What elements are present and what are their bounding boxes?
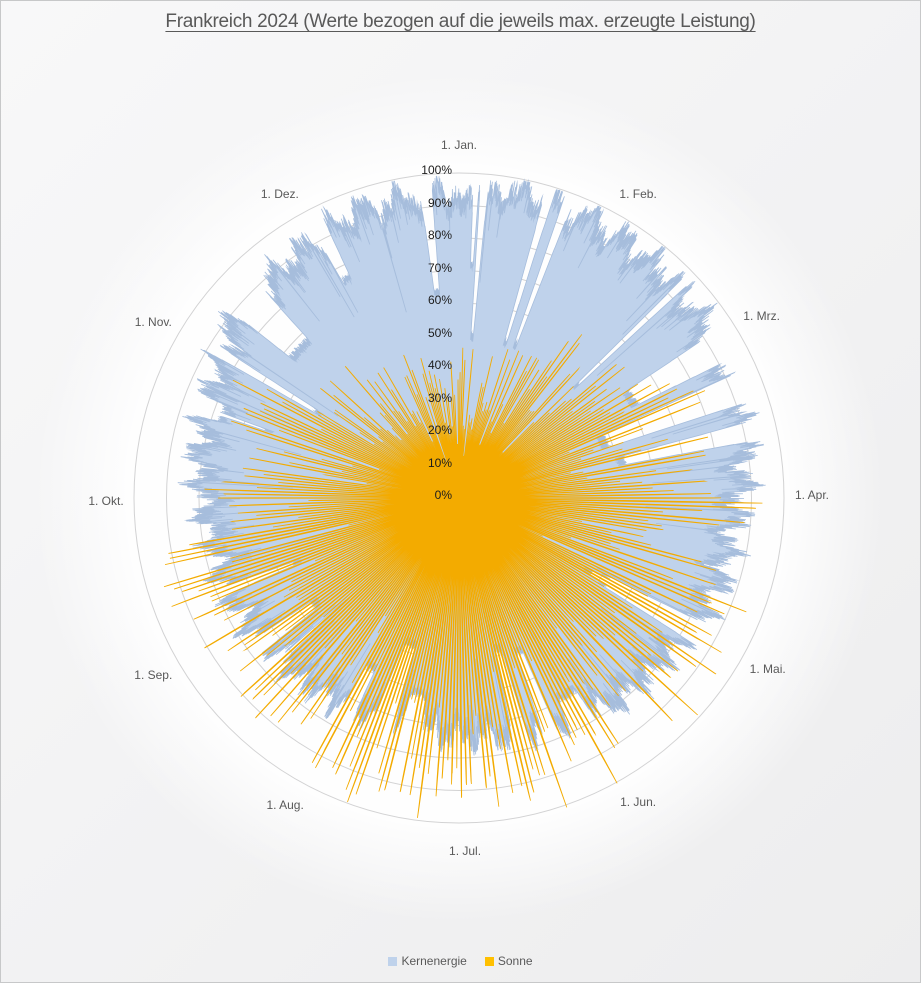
month-label: 1. Jul. <box>449 843 482 858</box>
legend-item-kernenergie: Kernenergie <box>388 954 467 968</box>
radial-axis-tick-label: 40% <box>427 358 452 372</box>
month-label: 1. Mai. <box>749 662 786 677</box>
radial-axis-tick-label: 50% <box>427 325 452 340</box>
radial-axis-tick-label: 60% <box>427 293 452 307</box>
legend-label-sonne: Sonne <box>497 954 533 968</box>
month-label: 1. Nov. <box>134 314 172 329</box>
radial-axis-tick-label: 10% <box>427 455 452 470</box>
month-label: 1. Mrz. <box>743 309 780 324</box>
month-label: 1. Apr. <box>794 487 829 502</box>
month-label: 1. Jun. <box>620 795 657 810</box>
chart-legend: Kernenergie Sonne <box>1 954 920 968</box>
kernenergie-swatch-icon <box>388 956 398 966</box>
month-label: 1. Feb. <box>619 186 657 201</box>
month-label: 1. Okt. <box>88 494 124 509</box>
month-label: 1. Aug. <box>266 798 304 813</box>
legend-label-kernenergie: Kernenergie <box>401 954 467 968</box>
radial-axis-tick-label: 100% <box>421 163 452 177</box>
radial-axis-tick-label: 0% <box>434 488 452 502</box>
sonne-swatch-icon <box>484 956 494 966</box>
month-label: 1. Sep. <box>134 667 173 682</box>
radial-axis-tick-label: 20% <box>427 423 452 437</box>
month-label: 1. Jan. <box>440 138 478 152</box>
month-label: 1. Dez. <box>260 186 299 201</box>
radial-axis-tick-label: 30% <box>427 390 452 405</box>
radial-axis-tick-label: 70% <box>427 260 452 275</box>
radial-axis-tick-label: 90% <box>427 195 452 210</box>
legend-item-sonne: Sonne <box>484 954 533 968</box>
radial-axis-tick-label: 80% <box>427 228 452 242</box>
